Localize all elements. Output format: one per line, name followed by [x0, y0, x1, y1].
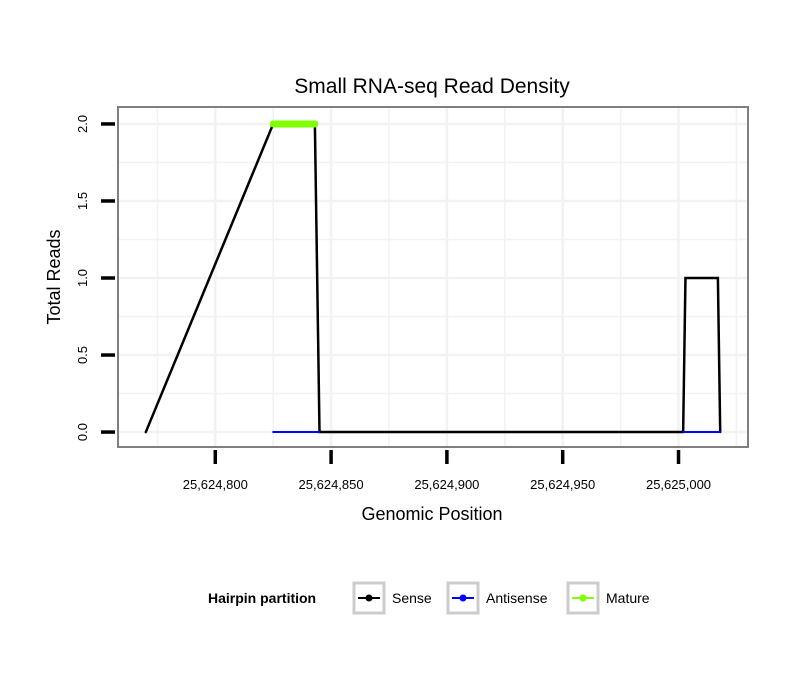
x-tick-label: 25,624,900 [414, 477, 479, 492]
legend-key-point [459, 594, 467, 602]
y-tick-label: 2.0 [75, 115, 90, 133]
legend-key-point [579, 594, 587, 602]
chart-title: Small RNA-seq Read Density [294, 75, 570, 98]
x-tick-label: 25,625,000 [646, 477, 711, 492]
y-tick-label: 0.5 [75, 346, 90, 364]
y-axis-label: Total Reads [44, 229, 64, 324]
x-tick-label: 25,624,800 [183, 477, 248, 492]
x-tick-label: 25,624,850 [299, 477, 364, 492]
x-axis-label: Genomic Position [361, 504, 502, 524]
y-tick-label: 1.0 [75, 269, 90, 287]
legend-label-mature: Mature [606, 590, 650, 606]
legend-title: Hairpin partition [208, 590, 316, 606]
legend-key-point [365, 594, 373, 602]
plot-panel-border [117, 106, 749, 448]
y-tick-label: 1.5 [75, 192, 90, 210]
legend-label-antisense: Antisense [486, 590, 548, 606]
y-tick-label: 0.0 [75, 423, 90, 441]
legend-label-sense: Sense [392, 590, 432, 606]
x-tick-label: 25,624,950 [530, 477, 595, 492]
